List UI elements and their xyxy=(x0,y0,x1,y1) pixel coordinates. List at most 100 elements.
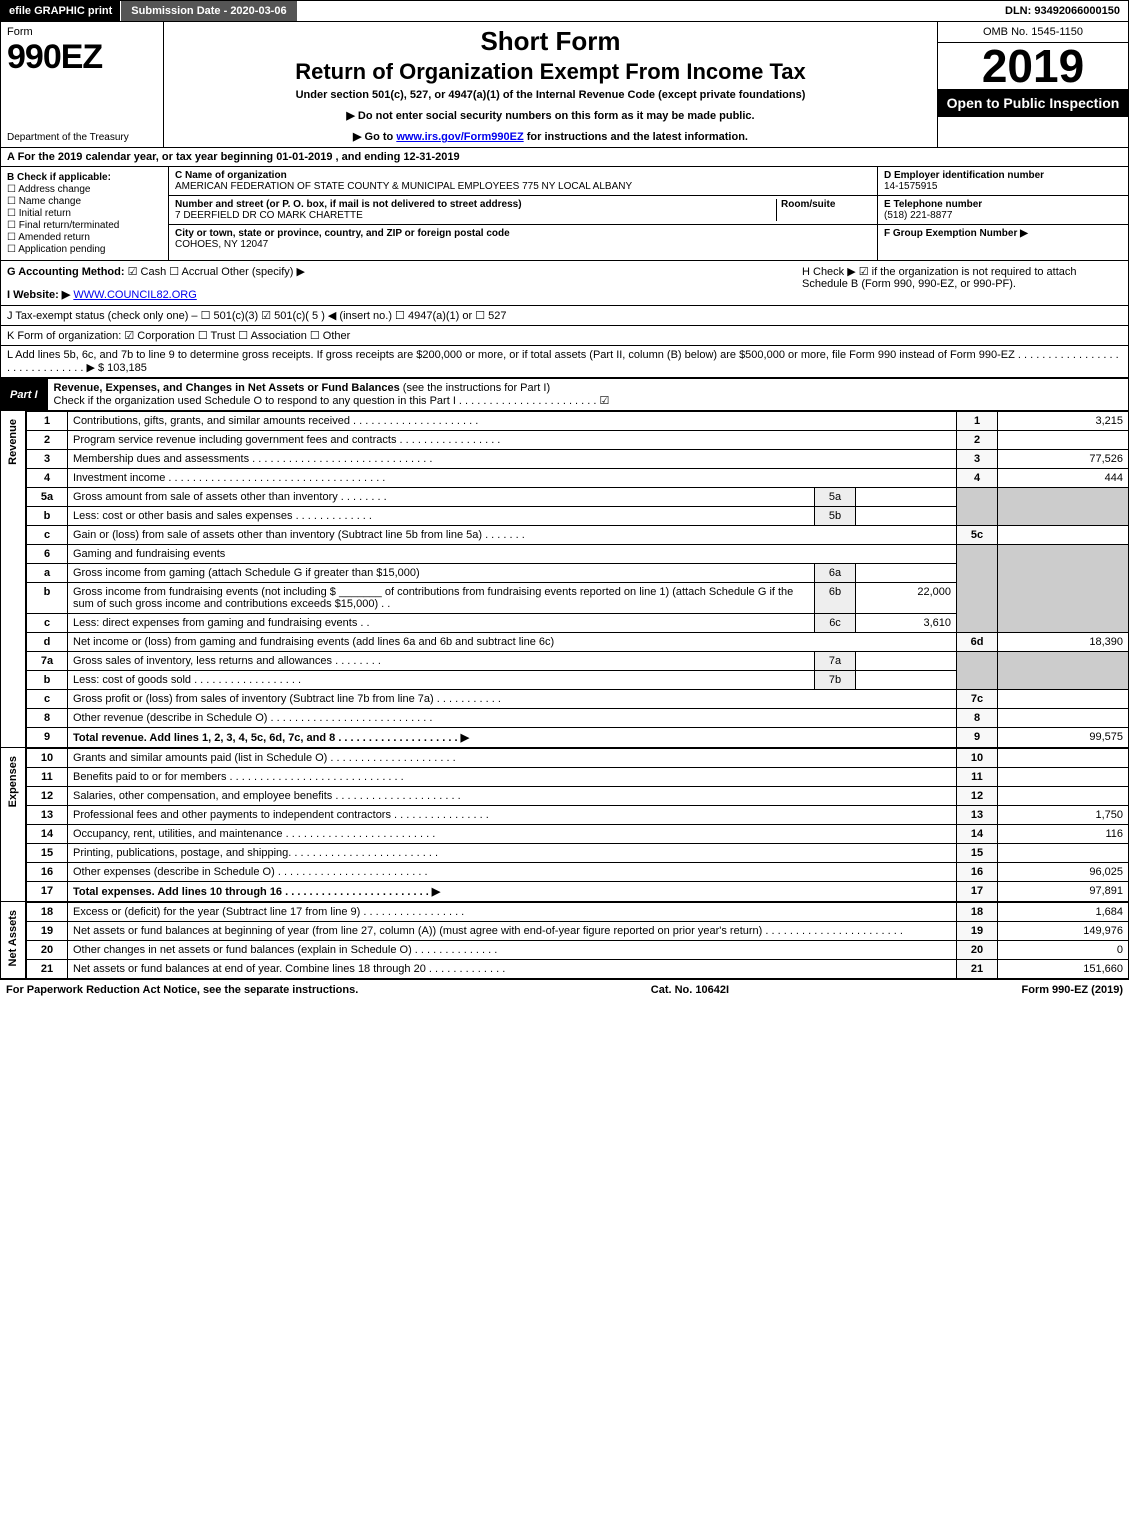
ln9-desc: Total revenue. Add lines 1, 2, 3, 4, 5c,… xyxy=(68,728,957,748)
ln4-num: 4 xyxy=(27,469,68,488)
ln18-desc: Excess or (deficit) for the year (Subtra… xyxy=(68,903,957,922)
ln16-lbl: 16 xyxy=(957,863,998,882)
ln5b-minival xyxy=(856,507,957,526)
ln7b-minival xyxy=(856,671,957,690)
ln5b-desc: Less: cost or other basis and sales expe… xyxy=(68,507,815,526)
group-exemption-label: F Group Exemption Number ▶ xyxy=(884,228,1122,239)
ln11-lbl: 11 xyxy=(957,768,998,787)
ln10-val xyxy=(998,749,1129,768)
part-1-check: Check if the organization used Schedule … xyxy=(54,395,610,407)
ln2-lbl: 2 xyxy=(957,431,998,450)
i-label: I Website: ▶ xyxy=(7,289,70,301)
ln6c-mini: 6c xyxy=(815,614,856,633)
ln21-lbl: 21 xyxy=(957,960,998,979)
instruction-1: ▶ Do not enter social security numbers o… xyxy=(172,109,929,122)
footer-mid: Cat. No. 10642I xyxy=(651,984,729,996)
tel-label: E Telephone number xyxy=(884,199,1122,210)
ln5c-lbl: 5c xyxy=(957,526,998,545)
ln8-desc: Other revenue (describe in Schedule O) .… xyxy=(68,709,957,728)
efile-label: efile GRAPHIC print xyxy=(1,1,120,21)
form-word: Form xyxy=(7,26,157,38)
ln11-val xyxy=(998,768,1129,787)
irs-link[interactable]: www.irs.gov/Form990EZ xyxy=(396,131,523,143)
room-label: Room/suite xyxy=(781,199,871,210)
ln7a-minival xyxy=(856,652,957,671)
ln11-desc: Benefits paid to or for members . . . . … xyxy=(68,768,957,787)
ln7b-num: b xyxy=(27,671,68,690)
ln20-num: 20 xyxy=(27,941,68,960)
ln16-val: 96,025 xyxy=(998,863,1129,882)
part-1-sub: (see the instructions for Part I) xyxy=(403,382,550,394)
ln6c-num: c xyxy=(27,614,68,633)
ln15-num: 15 xyxy=(27,844,68,863)
ln6-num: 6 xyxy=(27,545,68,564)
ln20-desc: Other changes in net assets or fund bala… xyxy=(68,941,957,960)
expenses-side-label: Expenses xyxy=(0,748,26,902)
ln14-desc: Occupancy, rent, utilities, and maintena… xyxy=(68,825,957,844)
ln19-desc: Net assets or fund balances at beginning… xyxy=(68,922,957,941)
form-header: Form 990EZ Department of the Treasury Sh… xyxy=(0,22,1129,148)
part-1-title: Revenue, Expenses, and Changes in Net As… xyxy=(54,382,400,394)
page-footer: For Paperwork Reduction Act Notice, see … xyxy=(0,979,1129,1000)
ln17-num: 17 xyxy=(27,882,68,902)
ln15-lbl: 15 xyxy=(957,844,998,863)
ln17-desc: Total expenses. Add lines 10 through 16 … xyxy=(68,882,957,902)
cb-name-change[interactable]: ☐ Name change xyxy=(7,196,162,207)
ln7c-val xyxy=(998,690,1129,709)
ln8-num: 8 xyxy=(27,709,68,728)
ln19-val: 149,976 xyxy=(998,922,1129,941)
ln1-desc: Contributions, gifts, grants, and simila… xyxy=(68,412,957,431)
ln6b-desc: Gross income from fundraising events (no… xyxy=(68,583,815,614)
ln3-val: 77,526 xyxy=(998,450,1129,469)
cb-application-pending[interactable]: ☐ Application pending xyxy=(7,244,162,255)
ln12-val xyxy=(998,787,1129,806)
ln20-lbl: 20 xyxy=(957,941,998,960)
ln14-lbl: 14 xyxy=(957,825,998,844)
ln4-lbl: 4 xyxy=(957,469,998,488)
ln7c-num: c xyxy=(27,690,68,709)
telephone: (518) 221-8877 xyxy=(884,210,1122,221)
top-bar: efile GRAPHIC print Submission Date - 20… xyxy=(0,0,1129,22)
part-1-header: Part I Revenue, Expenses, and Changes in… xyxy=(0,378,1129,411)
ln2-desc: Program service revenue including govern… xyxy=(68,431,957,450)
cb-address-change[interactable]: ☐ Address change xyxy=(7,184,162,195)
ln6c-desc: Less: direct expenses from gaming and fu… xyxy=(68,614,815,633)
ln11-num: 11 xyxy=(27,768,68,787)
website-link[interactable]: WWW.COUNCIL82.ORG xyxy=(73,289,196,301)
ln6b-minival: 22,000 xyxy=(856,583,957,614)
form-number: 990EZ xyxy=(7,38,157,77)
revenue-table: 1Contributions, gifts, grants, and simil… xyxy=(26,411,1129,748)
ln15-desc: Printing, publications, postage, and shi… xyxy=(68,844,957,863)
ln20-val: 0 xyxy=(998,941,1129,960)
ln9-lbl: 9 xyxy=(957,728,998,748)
ln6-desc: Gaming and fundraising events xyxy=(68,545,957,564)
ln10-lbl: 10 xyxy=(957,749,998,768)
ln7c-lbl: 7c xyxy=(957,690,998,709)
ln5c-desc: Gain or (loss) from sale of assets other… xyxy=(68,526,957,545)
instruction-2: ▶ Go to www.irs.gov/Form990EZ for instru… xyxy=(172,130,929,143)
revenue-side-label: Revenue xyxy=(0,411,26,748)
ln6d-val: 18,390 xyxy=(998,633,1129,652)
g-label: G Accounting Method: xyxy=(7,266,125,278)
ln10-num: 10 xyxy=(27,749,68,768)
ln7a-desc: Gross sales of inventory, less returns a… xyxy=(68,652,815,671)
ln2-val xyxy=(998,431,1129,450)
ln3-lbl: 3 xyxy=(957,450,998,469)
section-j: J Tax-exempt status (check only one) – ☐… xyxy=(0,306,1129,326)
row-a-tax-year: A For the 2019 calendar year, or tax yea… xyxy=(0,148,1129,167)
block-b-c-d: B Check if applicable: ☐ Address change … xyxy=(0,167,1129,261)
ln2-num: 2 xyxy=(27,431,68,450)
footer-left: For Paperwork Reduction Act Notice, see … xyxy=(6,984,358,996)
ln4-desc: Investment income . . . . . . . . . . . … xyxy=(68,469,957,488)
cb-initial-return[interactable]: ☐ Initial return xyxy=(7,208,162,219)
ln6a-mini: 6a xyxy=(815,564,856,583)
title-return: Return of Organization Exempt From Incom… xyxy=(172,59,929,85)
cb-amended-return[interactable]: ☐ Amended return xyxy=(7,232,162,243)
ln6d-desc: Net income or (loss) from gaming and fun… xyxy=(68,633,957,652)
expenses-table: 10Grants and similar amounts paid (list … xyxy=(26,748,1129,902)
ln7a-num: 7a xyxy=(27,652,68,671)
city: COHOES, NY 12047 xyxy=(175,239,871,250)
col-b-checkboxes: B Check if applicable: ☐ Address change … xyxy=(1,167,169,260)
cb-final-return[interactable]: ☐ Final return/terminated xyxy=(7,220,162,231)
ln6d-lbl: 6d xyxy=(957,633,998,652)
